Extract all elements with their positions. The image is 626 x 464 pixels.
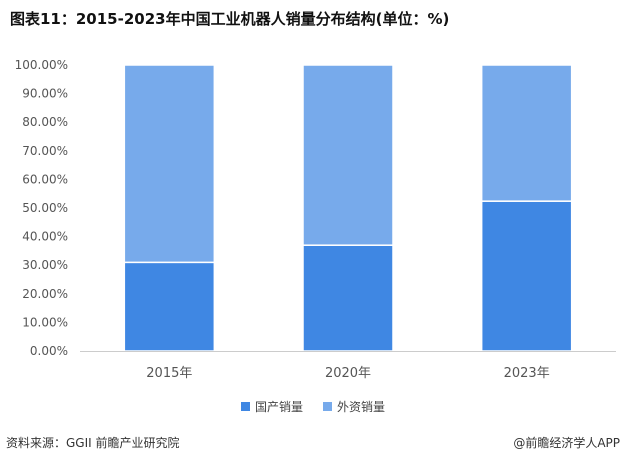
y-tick-label: 100.00% xyxy=(15,58,68,72)
y-tick-label: 30.00% xyxy=(22,258,68,272)
legend: 国产销量 外资销量 xyxy=(0,398,626,415)
y-tick-label: 10.00% xyxy=(22,315,68,329)
bar-domestic-2[interactable] xyxy=(480,200,573,352)
y-tick-label: 40.00% xyxy=(22,230,68,244)
brand-credit: @前瞻经济学人APP xyxy=(513,436,620,450)
bar-foreign-1[interactable] xyxy=(302,64,394,246)
bar-foreign-0[interactable] xyxy=(123,64,216,264)
bar-foreign-2[interactable] xyxy=(480,64,573,202)
y-tick-label: 20.00% xyxy=(22,287,68,301)
x-category-label: 2015年 xyxy=(146,366,192,381)
y-tick-label: 50.00% xyxy=(22,201,68,215)
y-axis-ticks: 0.00% 10.00% 20.00% 30.00% 40.00% 50.00% 60.00… xyxy=(15,58,68,358)
y-tick-label: 90.00% xyxy=(22,87,68,101)
legend-item-foreign[interactable]: 外资销量 xyxy=(323,398,385,415)
y-tick-label: 70.00% xyxy=(22,144,68,158)
bar-domestic-0[interactable] xyxy=(123,261,216,352)
legend-swatch-foreign xyxy=(323,402,332,411)
x-category-label: 2020年 xyxy=(325,366,371,381)
x-axis-categories: 2015年 2020年 2023年 xyxy=(146,366,549,381)
legend-label-domestic: 国产销量 xyxy=(254,400,303,414)
chart-title: 图表11：2015-2023年中国工业机器人销量分布结构(单位：%) xyxy=(10,10,450,28)
bar-domestic-1[interactable] xyxy=(302,244,394,352)
legend-swatch-domestic xyxy=(240,402,250,411)
x-category-label: 2023年 xyxy=(504,366,550,381)
y-tick-label: 80.00% xyxy=(22,115,68,129)
y-tick-label: 0.00% xyxy=(30,344,68,358)
legend-item-domestic[interactable]: 国产销量 xyxy=(240,398,303,415)
source-note: 资料来源：GGII 前瞻产业研究院 xyxy=(6,436,180,450)
legend-label-foreign: 外资销量 xyxy=(337,400,386,414)
bars xyxy=(123,64,573,352)
y-tick-label: 60.00% xyxy=(22,172,68,186)
